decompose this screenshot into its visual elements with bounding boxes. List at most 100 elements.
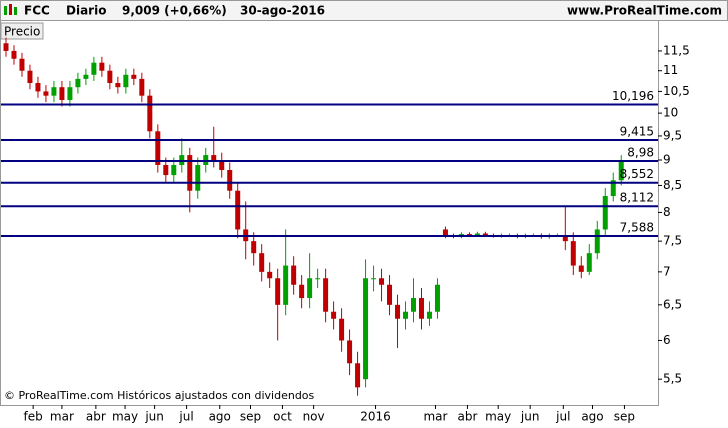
candle-body (315, 278, 321, 280)
x-tick-label: 2016 (360, 410, 391, 424)
candle-body (131, 74, 137, 79)
candle-body (586, 253, 592, 272)
plot-frame (0, 20, 659, 406)
x-tick-label: abr (86, 410, 106, 424)
candle-body (466, 234, 472, 236)
y-tick-label: 9,5 (663, 128, 682, 142)
x-tick-label: sep (240, 410, 261, 424)
source: www.ProRealTime.com (567, 4, 722, 18)
x-tick-label: mar (50, 410, 74, 424)
support-label: 8,112 (620, 191, 654, 205)
y-tick-label: 8 (663, 205, 671, 219)
x-tick-label: abr (457, 410, 477, 424)
candle-body (75, 78, 81, 88)
logo-icon (4, 4, 17, 15)
x-tick-label: may (485, 410, 511, 424)
candle-body (363, 278, 369, 380)
candle-body (67, 87, 73, 100)
panel-label: Precio (4, 25, 40, 39)
y-tick-label: 8,5 (663, 178, 682, 192)
x-tick-label: ago (581, 410, 603, 424)
candle-body (307, 278, 313, 299)
candle-body (123, 74, 129, 88)
x-tick-label: nov (303, 410, 325, 424)
y-tick-label: 9 (663, 153, 671, 167)
candle-body (91, 62, 97, 75)
candle-body (395, 304, 401, 319)
y-tick-label: 7 (663, 264, 671, 278)
footnote: © ProRealTime.com Históricos ajustados c… (4, 389, 315, 402)
candle-body (578, 265, 584, 272)
candle-body (371, 278, 377, 280)
candle-body (139, 78, 145, 96)
candle-body (107, 70, 113, 84)
x-tick-label: feb (24, 410, 43, 424)
y-tick-label: 10,5 (663, 84, 690, 98)
x-tick-label: may (112, 410, 138, 424)
ticker: FCC (24, 4, 50, 18)
y-tick-label: 10 (663, 106, 678, 120)
candle-body (267, 271, 273, 279)
panel-label-box (0, 22, 44, 40)
candle-body (570, 241, 576, 266)
candle-body (251, 241, 257, 254)
support-label: 8,98 (627, 146, 654, 160)
candle-body (43, 91, 49, 96)
y-tick-label: 11 (663, 63, 678, 77)
candle-body (347, 340, 353, 364)
candle-body (379, 278, 385, 285)
candle-body (426, 311, 432, 319)
x-tick-label: mar (423, 410, 447, 424)
candle-body (339, 318, 345, 341)
x-tick-label: sep (614, 410, 635, 424)
candle-body (35, 83, 41, 92)
y-tick-label: 6 (663, 333, 671, 347)
candle-body (442, 229, 448, 236)
candle-body (410, 298, 416, 312)
candle-body (403, 311, 409, 319)
candle-body (418, 298, 424, 319)
candle-body (474, 233, 480, 236)
candle-body (618, 160, 624, 181)
candle-body (27, 70, 33, 84)
candle-body (59, 87, 65, 100)
candle-body (323, 278, 329, 312)
candle-body (355, 363, 361, 388)
candle-body (594, 229, 600, 254)
x-tick-label: jun (520, 410, 540, 424)
period: Diario (66, 4, 106, 18)
candle-body (187, 155, 193, 191)
candle-body (331, 311, 337, 319)
candle-body (171, 164, 177, 176)
candle-body (19, 58, 25, 71)
candle-body (211, 155, 217, 161)
y-tick-label: 5,5 (663, 372, 682, 386)
date: 30-ago-2016 (240, 4, 325, 18)
candle-body (283, 265, 289, 305)
support-label: 8,552 (620, 167, 654, 181)
x-tick-label: jul (178, 410, 193, 424)
x-tick-label: jun (144, 410, 164, 424)
candle-body (155, 131, 161, 165)
candle-body (51, 87, 57, 96)
candle-body (235, 190, 241, 230)
candle-body (434, 284, 440, 312)
candle-body (259, 253, 265, 272)
support-label: 10,196 (612, 89, 654, 103)
candle-body (602, 196, 608, 230)
candle-body (299, 284, 305, 299)
candle-body (3, 43, 9, 51)
candle-body (387, 284, 393, 305)
candle-body (99, 62, 105, 71)
candle-body (11, 50, 17, 59)
candle-body (83, 74, 89, 79)
candle-body (115, 83, 121, 88)
x-tick-label: jul (555, 410, 570, 424)
candle-body (562, 235, 568, 242)
last-price: 9,009 (+0,66%) (122, 4, 227, 18)
y-tick-label: 7,5 (663, 234, 682, 248)
candle-body (163, 164, 169, 176)
support-label: 7,588 (620, 220, 654, 234)
candle-body (291, 265, 297, 285)
